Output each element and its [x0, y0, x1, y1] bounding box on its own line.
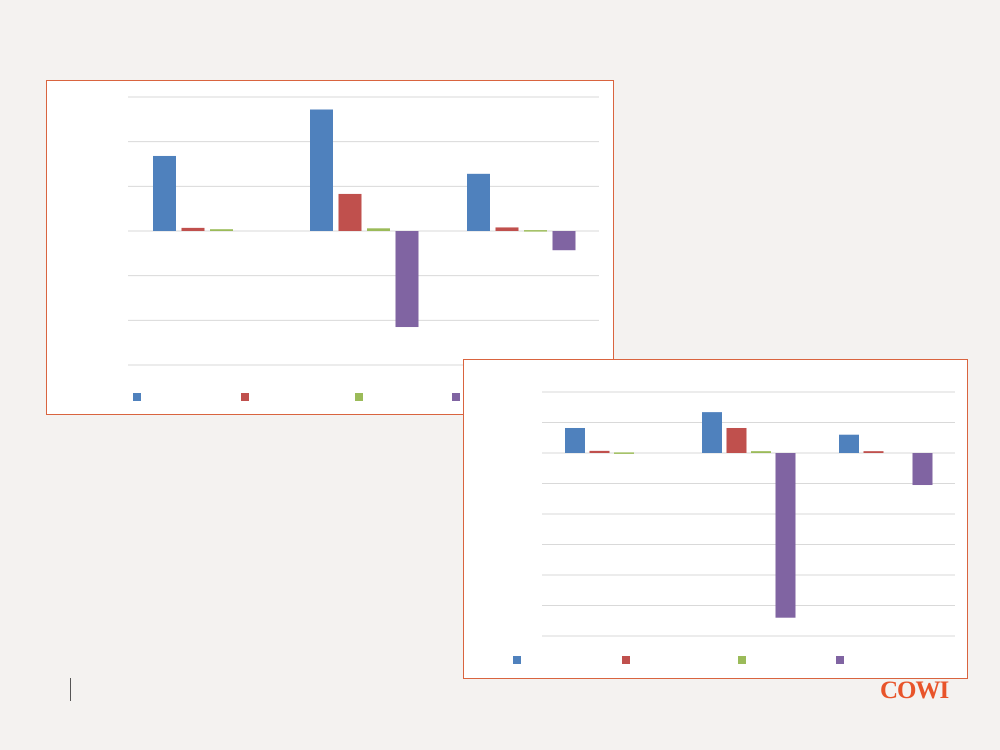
legend-swatch-series-3: [355, 393, 363, 401]
legend-swatch-series-1: [133, 393, 141, 401]
bar-series-3-group-1: [210, 229, 233, 231]
legend-swatch-series-3: [738, 656, 746, 664]
footer-divider: [70, 678, 71, 701]
bar-series-1-group-1: [565, 427, 585, 453]
bar-series-4-group-2: [395, 231, 419, 328]
legend-swatch-series-2: [622, 656, 630, 664]
bar-series-1-group-3: [467, 173, 490, 231]
bar-series-2-group-3: [495, 227, 519, 231]
bar-series-3-group-2: [367, 228, 390, 231]
bar-series-3-group-2: [751, 451, 771, 453]
bar-series-1-group-2: [702, 412, 722, 453]
bar-series-3-group-3: [524, 230, 547, 232]
bar-chart-2: [513, 391, 955, 664]
brand-logo: COWI: [880, 677, 949, 704]
bar-series-2-group-2: [726, 427, 747, 453]
legend-swatch-series-2: [241, 393, 249, 401]
bar-series-2-group-3: [863, 451, 884, 453]
bar-series-1-group-2: [310, 109, 333, 231]
bar-series-2-group-1: [589, 450, 610, 453]
bar-series-3-group-1: [614, 452, 634, 454]
bar-series-4-group-3: [912, 453, 933, 486]
legend-swatch-series-4: [836, 656, 844, 664]
bar-series-1-group-1: [153, 155, 176, 231]
legend-swatch-series-4: [452, 393, 460, 401]
chart-panel-1: [46, 80, 614, 415]
bar-series-2-group-1: [181, 227, 205, 231]
bar-series-4-group-3: [552, 231, 576, 251]
bar-series-4-group-2: [775, 453, 796, 618]
bar-series-2-group-2: [338, 193, 362, 231]
chart-panel-2: [463, 359, 968, 679]
bar-series-1-group-3: [839, 434, 859, 453]
legend-swatch-series-1: [513, 656, 521, 664]
